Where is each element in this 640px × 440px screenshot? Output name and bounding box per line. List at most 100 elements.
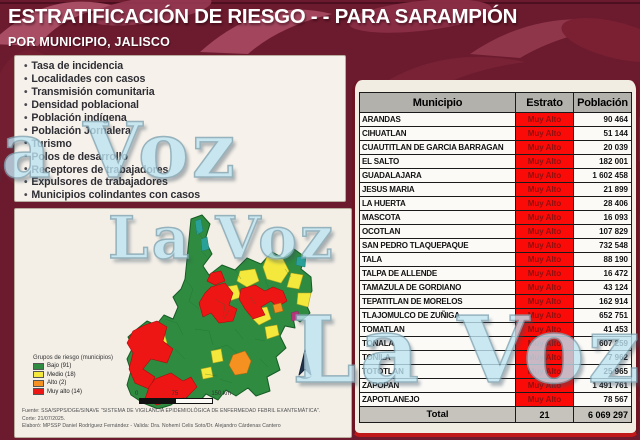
cell-poblacion: 20 039 (573, 140, 632, 155)
cell-estrato: Muy Alto (515, 378, 574, 393)
criteria-item: • Densidad poblacional (24, 99, 345, 112)
legend-color-swatch (33, 371, 44, 379)
page-subtitle: POR MUNICIPIO, JALISCO (8, 35, 171, 49)
cell-municipio: TALA (359, 252, 516, 267)
table-header-row: Municipio Estrato Población (359, 92, 632, 113)
cell-municipio: TOTOTLAN (359, 364, 516, 379)
cell-poblacion: 1 602 458 (573, 168, 632, 183)
table-row: TAMAZULA DE GORDIANO Muy Alto 43 124 (359, 280, 632, 295)
criteria-item-label: Municipios colindantes con casos (31, 189, 201, 202)
table-row: TONALA Muy Alto 607 259 (359, 336, 632, 351)
table-row: ZAPOPAN Muy Alto 1 491 761 (359, 378, 632, 393)
bullet-dot-icon: • (24, 176, 28, 188)
bullet-dot-icon: • (24, 125, 28, 137)
cell-municipio: TALPA DE ALLENDE (359, 266, 516, 281)
cell-municipio: ZAPOPAN (359, 378, 516, 393)
criteria-item: • Población indígena (24, 112, 345, 125)
table-row: EL SALTO Muy Alto 182 001 (359, 154, 632, 169)
cell-poblacion: 182 001 (573, 154, 632, 169)
bullet-dot-icon: • (24, 99, 28, 111)
criteria-item-label: Expulsores de trabajadores (31, 176, 168, 189)
legend-title: Grupos de riesgo (municipios) (33, 355, 114, 361)
cell-estrato: Muy Alto (515, 168, 574, 183)
map-source-line3: Elaboró: MPSSP Daniel Rodríguez Fernánde… (22, 423, 281, 429)
criteria-item: • Población Jornalera (24, 124, 345, 137)
bullet-dot-icon: • (24, 138, 28, 150)
cell-municipio: JESUS MARIA (359, 182, 516, 197)
total-label: Total (359, 406, 516, 423)
table-row: TLAJOMULCO DE ZUÑIGA Muy Alto 652 751 (359, 308, 632, 323)
total-count: 21 (515, 406, 574, 423)
bullet-dot-icon: • (24, 60, 28, 72)
table-row: CIHUATLAN Muy Alto 51 144 (359, 126, 632, 141)
cell-municipio: TEPATITLAN DE MORELOS (359, 294, 516, 309)
cell-estrato: Muy Alto (515, 182, 574, 197)
cell-poblacion: 41 453 (573, 322, 632, 337)
cell-estrato: Muy Alto (515, 196, 574, 211)
cell-poblacion: 90 464 (573, 112, 632, 127)
criteria-item-label: Polos de desarrollo (31, 150, 128, 163)
cell-estrato: Muy Alto (515, 392, 574, 407)
cell-municipio: TOMATLAN (359, 322, 516, 337)
cell-municipio: TLAJOMULCO DE ZUÑIGA (359, 308, 516, 323)
cell-municipio: SAN PEDRO TLAQUEPAQUE (359, 238, 516, 253)
cell-poblacion: 78 567 (573, 392, 632, 407)
bullet-dot-icon: • (24, 73, 28, 85)
scale-label-end: 150 km (211, 391, 231, 397)
cell-estrato: Muy Alto (515, 294, 574, 309)
cell-estrato: Muy Alto (515, 336, 574, 351)
cell-municipio: ZAPOTLANEJO (359, 392, 516, 407)
table-row: TOTOTLAN Muy Alto 25 965 (359, 364, 632, 379)
cell-municipio: OCOTLAN (359, 224, 516, 239)
map-panel: Grupos de riesgo (municipios) Bajo (91) … (14, 208, 352, 438)
cell-estrato: Muy Alto (515, 266, 574, 281)
cell-municipio: CIHUATLAN (359, 126, 516, 141)
cell-poblacion: 732 548 (573, 238, 632, 253)
table-row: TEPATITLAN DE MORELOS Muy Alto 162 914 (359, 294, 632, 309)
criteria-item-label: Tasa de incidencia (31, 60, 124, 73)
cell-estrato: Muy Alto (515, 238, 574, 253)
legend-item-label: Muy alto (14) (47, 388, 83, 395)
cell-estrato: Muy Alto (515, 210, 574, 225)
cell-poblacion: 51 144 (573, 126, 632, 141)
criteria-item: • Localidades con casos (24, 73, 345, 86)
cell-municipio: EL SALTO (359, 154, 516, 169)
table-row: TALPA DE ALLENDE Muy Alto 16 472 (359, 266, 632, 281)
table-row: LA HUERTA Muy Alto 28 406 (359, 196, 632, 211)
cell-estrato: Muy Alto (515, 140, 574, 155)
criteria-item: • Expulsores de trabajadores (24, 176, 345, 189)
map-source-line2: Corte: 21/07/2025. (22, 416, 66, 422)
table-row: JESUS MARIA Muy Alto 21 899 (359, 182, 632, 197)
risk-table-panel: Municipio Estrato Población ARANDAS Muy … (352, 80, 639, 437)
cell-municipio: TONALA (359, 336, 516, 351)
cell-estrato: Muy Alto (515, 364, 574, 379)
table-row: GUADALAJARA Muy Alto 1 602 458 (359, 168, 632, 183)
criteria-panel: • Tasa de incidencia • Localidades con c… (14, 55, 346, 202)
cell-estrato: Muy Alto (515, 112, 574, 127)
criteria-item-label: Transmisión comunitaria (31, 86, 155, 99)
page-title: ESTRATIFICACIÓN DE RIESGO - - PARA SARAM… (8, 5, 518, 28)
cell-poblacion: 16 472 (573, 266, 632, 281)
table-row: MASCOTA Muy Alto 16 093 (359, 210, 632, 225)
criteria-item: • Transmisión comunitaria (24, 86, 345, 99)
criteria-item-label: Población indígena (31, 112, 127, 124)
cell-poblacion: 652 751 (573, 308, 632, 323)
cell-estrato: Muy Alto (515, 280, 574, 295)
criteria-item-label: Población Jornalera (31, 124, 131, 137)
criteria-item-label: Localidades con casos (31, 73, 146, 86)
cell-municipio: TONILA (359, 350, 516, 365)
cell-poblacion: 88 190 (573, 252, 632, 267)
legend-color-swatch (33, 388, 44, 396)
table-total-row: Total 21 6 069 297 (359, 406, 632, 423)
scale-label-zero: 0 (135, 391, 139, 397)
table-row: TONILA Muy Alto 7 962 (359, 350, 632, 365)
cell-poblacion: 1 491 761 (573, 378, 632, 393)
cell-estrato: Muy Alto (515, 126, 574, 141)
criteria-item: • Turismo (24, 137, 345, 150)
cell-poblacion: 28 406 (573, 196, 632, 211)
legend-color-swatch (33, 379, 44, 387)
table-row: TOMATLAN Muy Alto 41 453 (359, 322, 632, 337)
cell-municipio: LA HUERTA (359, 196, 516, 211)
criteria-list: • Tasa de incidencia • Localidades con c… (15, 60, 345, 202)
cell-estrato: Muy Alto (515, 224, 574, 239)
